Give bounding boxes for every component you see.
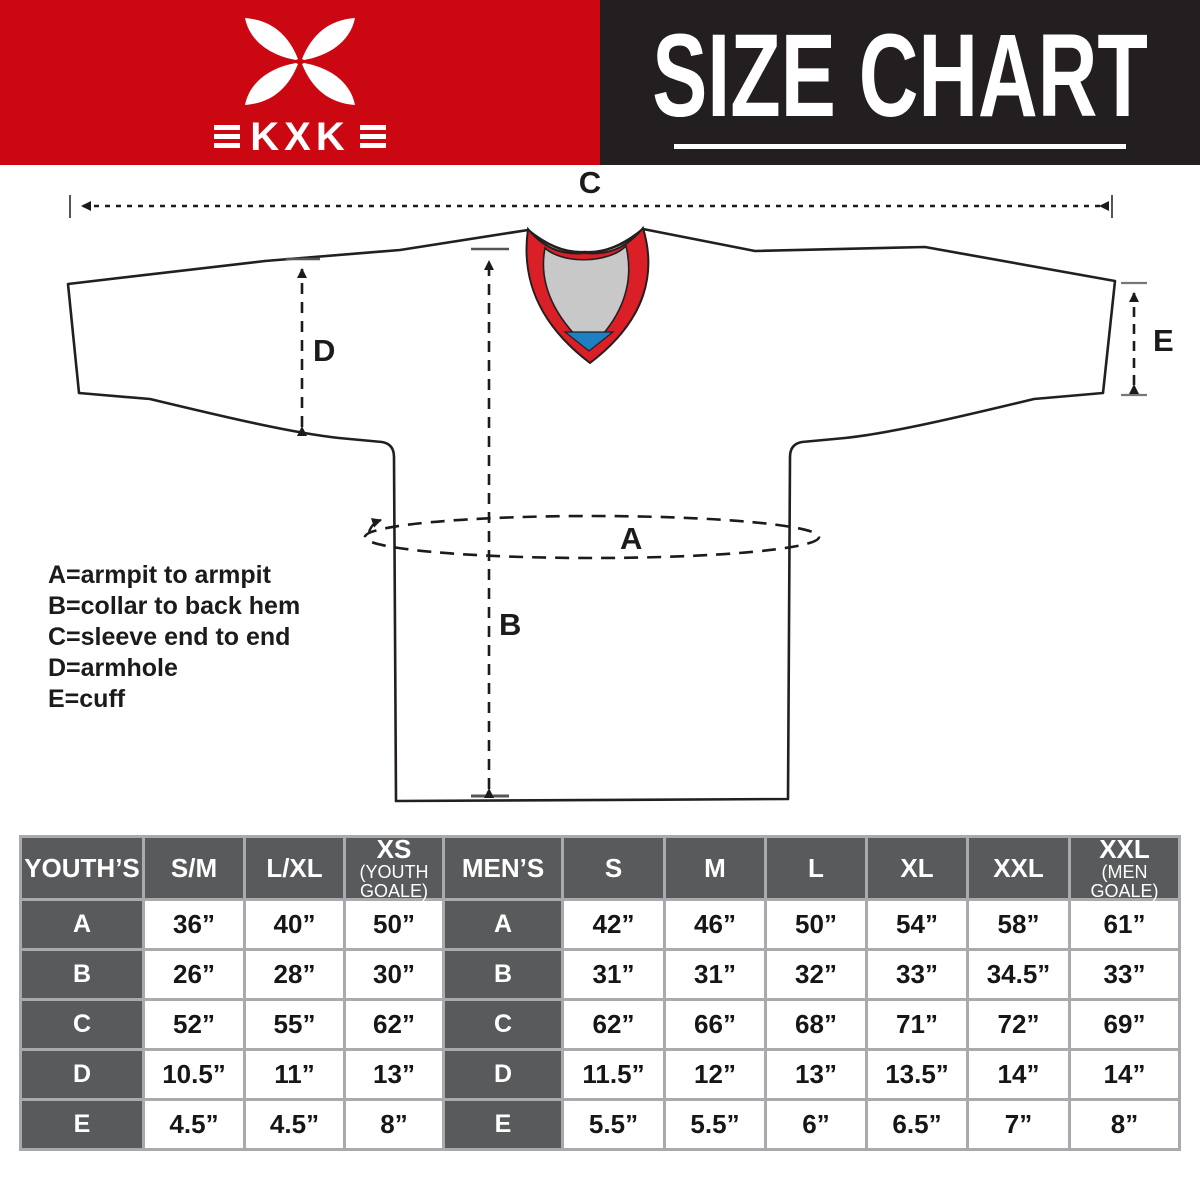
size-value: 62” (564, 1001, 663, 1048)
men-row-label: A (445, 901, 561, 948)
brand-panel: KXK (0, 0, 600, 165)
men-row-label: B (445, 951, 561, 998)
size-value: 11” (246, 1051, 343, 1098)
size-value: 5.5” (564, 1101, 663, 1148)
men-col-header: XXL (969, 838, 1068, 898)
kxk-logo-icon (245, 17, 355, 105)
youth-col-header: L/XL (246, 838, 343, 898)
size-value: 14” (969, 1051, 1068, 1098)
size-value: 14” (1071, 1051, 1178, 1098)
logo-bars-right-icon (359, 125, 386, 148)
a-label: A (620, 521, 642, 556)
size-value: 58” (969, 901, 1068, 948)
title-underline (674, 143, 1126, 149)
men-group-header: MEN’S (445, 838, 561, 898)
size-value: 13” (767, 1051, 865, 1098)
size-value: 71” (868, 1001, 966, 1048)
size-value: 8” (1071, 1101, 1178, 1148)
page-title: SIZE CHART (652, 9, 1148, 142)
size-value: 36” (145, 901, 243, 948)
legend-item-a: A=armpit to armpit (48, 561, 271, 589)
size-value: 10.5” (145, 1051, 243, 1098)
men-col-header: XXL (MEN GOALE) (1071, 836, 1178, 900)
brand-wordmark: KXK (214, 114, 386, 159)
size-value: 69” (1071, 1001, 1178, 1048)
size-value: 13.5” (868, 1051, 966, 1098)
d-label: D (313, 333, 335, 368)
size-value: 4.5” (246, 1101, 343, 1148)
size-table: YOUTH’S S/M L/XL XS (YOUTH GOALE) MEN’S S… (19, 835, 1181, 1151)
men-col-header: XL (868, 838, 966, 898)
size-value: 50” (346, 901, 442, 948)
men-row-label: C (445, 1001, 561, 1048)
size-value: 42” (564, 901, 663, 948)
size-value: 68” (767, 1001, 865, 1048)
youth-group-header: YOUTH’S (22, 838, 142, 898)
measurement-legend: A=armpit to armpit B=collar to back hem … (48, 560, 300, 715)
youth-row-label: C (22, 1001, 142, 1048)
size-value: 50” (767, 901, 865, 948)
size-value: 31” (564, 951, 663, 998)
size-value: 54” (868, 901, 966, 948)
men-row-label: E (445, 1101, 561, 1148)
size-value: 26” (145, 951, 243, 998)
legend-item-c: C=sleeve end to end (48, 623, 291, 651)
size-value: 11.5” (564, 1051, 663, 1098)
men-col-header: L (767, 838, 865, 898)
collar-inner-gray (542, 244, 630, 351)
size-value: 31” (666, 951, 764, 998)
size-value: 30” (346, 951, 442, 998)
men-col-header: S (564, 838, 663, 898)
size-value: 52” (145, 1001, 243, 1048)
legend-item-d: D=armhole (48, 654, 178, 682)
size-value: 46” (666, 901, 764, 948)
youth-col-header: S/M (145, 838, 243, 898)
size-value: 62” (346, 1001, 442, 1048)
a-arrow-hook (367, 518, 382, 533)
men-col-header: M (666, 838, 764, 898)
title-panel: SIZE CHART (600, 0, 1200, 165)
youth-row-label: D (22, 1051, 142, 1098)
size-value: 6.5” (868, 1101, 966, 1148)
size-value: 5.5” (666, 1101, 764, 1148)
size-value: 12” (666, 1051, 764, 1098)
legend-item-b: B=collar to back hem (48, 592, 301, 620)
size-value: 4.5” (145, 1101, 243, 1148)
size-value: 34.5” (969, 951, 1068, 998)
youth-row-label: B (22, 951, 142, 998)
youth-row-label: E (22, 1101, 142, 1148)
b-label: B (499, 607, 521, 642)
size-value: 66” (666, 1001, 764, 1048)
youth-col-header: XS (YOUTH GOALE) (346, 836, 442, 900)
c-label: C (579, 165, 601, 200)
e-label: E (1153, 323, 1174, 358)
youth-row-label: A (22, 901, 142, 948)
jersey-measurement-diagram: C D B A E (66, 165, 1174, 803)
size-value: 72” (969, 1001, 1068, 1048)
a-chest-ellipse (363, 514, 821, 560)
size-value: 61” (1071, 901, 1178, 948)
size-value: 6” (767, 1101, 865, 1148)
brand-name: KXK (250, 114, 350, 159)
size-value: 33” (868, 951, 966, 998)
men-row-label: D (445, 1051, 561, 1098)
size-value: 55” (246, 1001, 343, 1048)
size-value: 8” (346, 1101, 442, 1148)
size-value: 7” (969, 1101, 1068, 1148)
size-value: 13” (346, 1051, 442, 1098)
collar-blue-insert (563, 331, 615, 352)
logo-bars-left-icon (214, 125, 241, 148)
legend-item-e: E=cuff (48, 685, 126, 713)
size-value: 32” (767, 951, 865, 998)
size-value: 33” (1071, 951, 1178, 998)
size-value: 40” (246, 901, 343, 948)
size-value: 28” (246, 951, 343, 998)
header: KXK SIZE CHART (0, 0, 1200, 165)
